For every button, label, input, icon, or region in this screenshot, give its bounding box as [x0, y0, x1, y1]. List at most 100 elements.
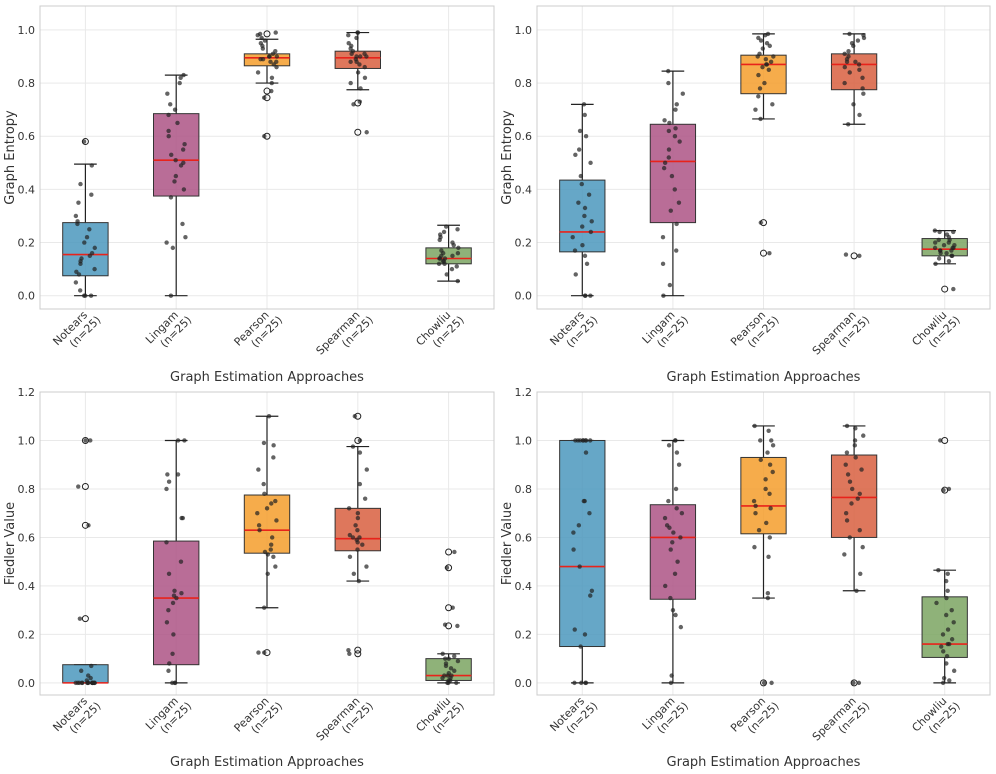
y-tick-label: 0.6	[515, 531, 533, 544]
data-point	[763, 477, 768, 482]
data-point	[660, 261, 666, 267]
data-point	[766, 67, 772, 72]
box-group-spearman	[830, 423, 878, 687]
data-point	[941, 675, 947, 681]
data-point	[355, 527, 360, 533]
y-tick-label: 0.6	[515, 130, 533, 143]
data-point	[766, 428, 771, 433]
y-tick-label: 0.8	[515, 483, 533, 496]
data-point	[951, 668, 957, 673]
data-point	[256, 650, 261, 655]
data-point	[576, 200, 581, 205]
data-point	[351, 571, 357, 576]
data-point	[936, 237, 941, 243]
data-point	[355, 547, 360, 552]
data-point	[678, 535, 683, 540]
data-point	[951, 286, 956, 292]
data-point	[442, 673, 447, 678]
data-point	[938, 438, 943, 443]
box-iqr	[740, 54, 787, 95]
box-group-lingam	[649, 438, 697, 686]
data-point	[455, 227, 460, 232]
data-point	[452, 654, 457, 659]
data-point	[164, 620, 170, 625]
data-point	[666, 443, 672, 448]
box-iqr	[830, 53, 878, 91]
data-point	[274, 59, 279, 65]
data-point	[588, 438, 593, 443]
y-tick-label: 1.0	[18, 24, 36, 37]
box-group-pearson	[243, 30, 291, 140]
data-point	[767, 43, 772, 49]
data-point	[674, 450, 680, 455]
data-point	[857, 112, 862, 118]
data-point	[455, 278, 460, 284]
data-point	[576, 523, 582, 528]
data-point	[175, 120, 180, 126]
data-point	[675, 559, 680, 564]
data-point	[843, 462, 848, 467]
data-point	[582, 112, 587, 118]
y-tick-label: 1.0	[515, 24, 533, 37]
data-point	[450, 240, 455, 245]
data-point	[575, 438, 581, 443]
data-point	[346, 647, 351, 653]
data-point	[664, 523, 670, 528]
data-point	[78, 181, 83, 187]
data-point	[76, 200, 81, 205]
data-point	[166, 607, 171, 613]
box-iqr	[649, 123, 697, 224]
data-point	[75, 219, 80, 224]
data-point	[583, 293, 588, 298]
data-point	[668, 595, 673, 601]
data-point	[357, 438, 363, 443]
y-tick-label: 1.0	[18, 434, 36, 447]
data-point	[761, 680, 767, 686]
data-point	[765, 450, 770, 455]
data-point	[945, 627, 951, 632]
data-point	[767, 250, 772, 256]
data-point	[455, 658, 461, 664]
data-point	[673, 126, 678, 131]
data-point	[170, 651, 175, 656]
data-point	[860, 544, 865, 550]
data-point	[168, 102, 173, 107]
data-point	[357, 450, 363, 455]
data-point	[934, 600, 939, 606]
data-point	[358, 86, 363, 91]
data-point	[570, 235, 575, 240]
data-point	[76, 484, 81, 489]
box-iqr	[830, 454, 878, 538]
y-tick-label: 0.6	[18, 531, 36, 544]
data-point	[753, 107, 758, 112]
data-point	[938, 248, 943, 253]
data-point	[852, 443, 858, 448]
data-point	[674, 221, 679, 227]
data-point	[172, 588, 177, 593]
data-point	[576, 147, 582, 152]
y-tick-label: 0.0	[18, 290, 36, 303]
data-point	[589, 588, 595, 593]
data-point	[937, 229, 942, 235]
data-point	[933, 240, 938, 245]
data-point	[855, 38, 861, 43]
data-point	[770, 443, 776, 448]
data-point	[436, 261, 442, 267]
data-point	[273, 564, 278, 569]
data-point	[674, 248, 679, 253]
data-point	[946, 258, 952, 264]
data-point	[439, 248, 444, 253]
data-point	[855, 496, 861, 501]
data-point	[764, 62, 770, 67]
data-point	[581, 498, 587, 504]
data-point	[255, 511, 260, 516]
data-point	[164, 240, 169, 245]
plot-frame	[536, 5, 991, 310]
data-point	[668, 208, 673, 213]
data-point	[255, 70, 261, 75]
data-point	[256, 467, 261, 472]
data-point	[768, 59, 774, 65]
outlier-marker	[354, 646, 362, 654]
